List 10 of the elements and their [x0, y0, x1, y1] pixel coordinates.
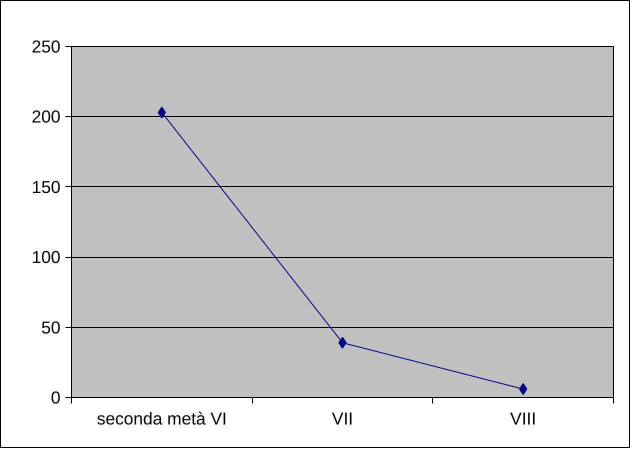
- y-tick-label: 200: [32, 106, 61, 127]
- x-tick-label: seconda metà VI: [96, 408, 227, 428]
- y-tick-label: 100: [32, 247, 61, 268]
- x-tick-label: VIII: [510, 408, 536, 428]
- y-tick-label: 150: [32, 176, 61, 197]
- x-tick-label: VII: [332, 408, 354, 428]
- y-tick-label: 250: [32, 36, 61, 56]
- y-tick-label: 50: [41, 317, 61, 338]
- y-tick-label: 0: [50, 388, 61, 408]
- point: [338, 336, 347, 349]
